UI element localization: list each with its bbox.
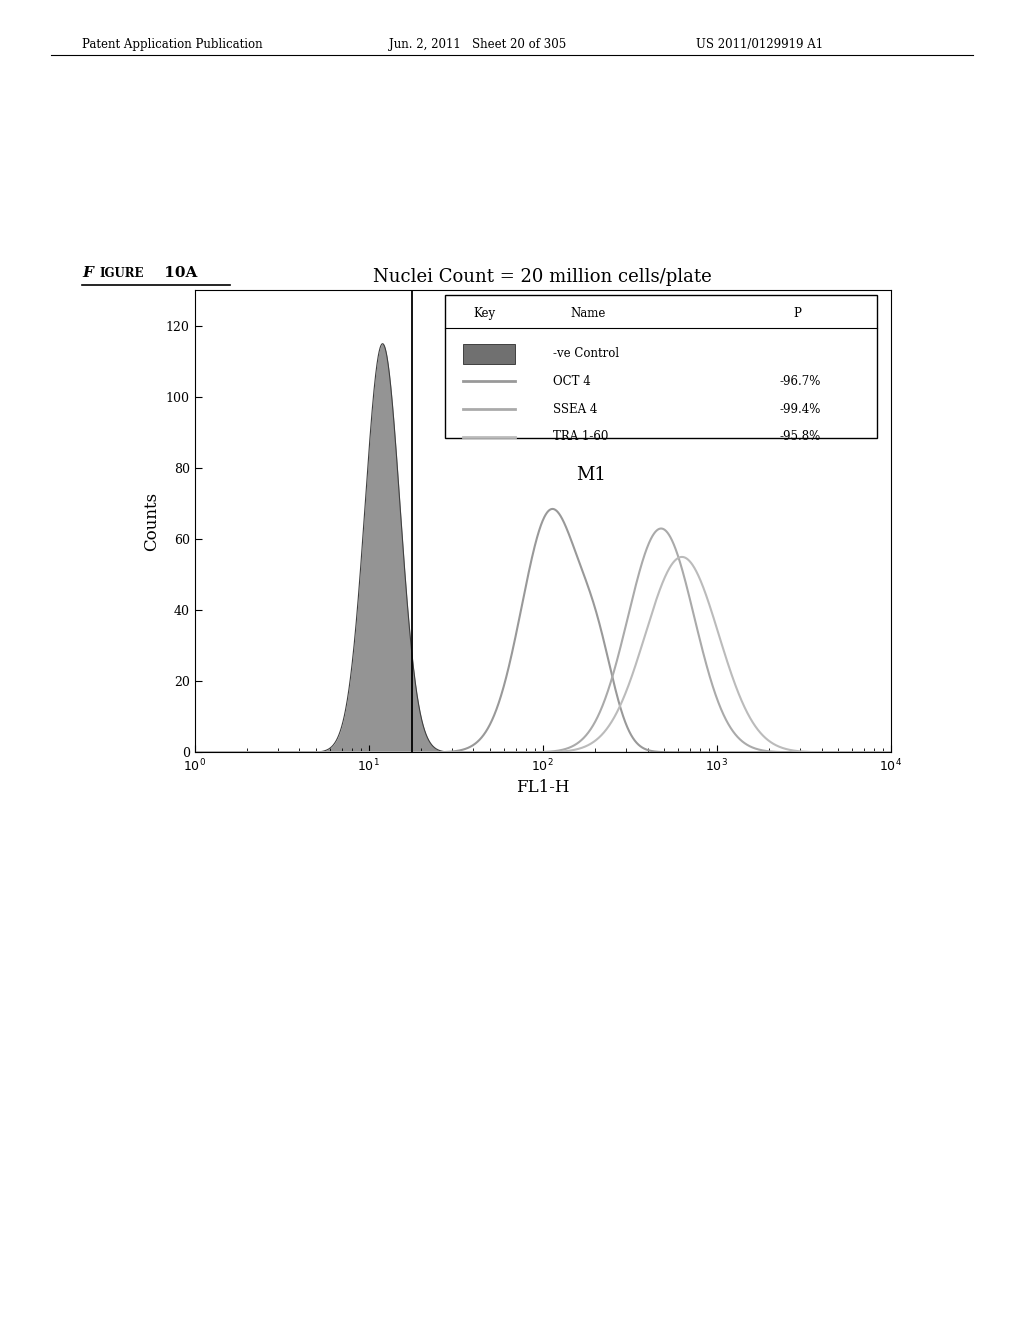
Text: IGURE: IGURE <box>99 267 143 280</box>
Text: SSEA 4: SSEA 4 <box>553 403 598 416</box>
Text: F: F <box>82 267 93 280</box>
Text: Key: Key <box>473 306 496 319</box>
Text: US 2011/0129919 A1: US 2011/0129919 A1 <box>696 37 823 50</box>
Text: TRA 1-60: TRA 1-60 <box>553 430 608 444</box>
Bar <box>463 343 515 364</box>
Text: 10A: 10A <box>159 267 197 280</box>
Text: -95.8%: -95.8% <box>779 430 820 444</box>
Text: -99.4%: -99.4% <box>779 403 821 416</box>
Text: Jun. 2, 2011   Sheet 20 of 305: Jun. 2, 2011 Sheet 20 of 305 <box>389 37 566 50</box>
Text: M1: M1 <box>577 466 606 484</box>
Text: Name: Name <box>570 306 606 319</box>
Y-axis label: Counts: Counts <box>143 492 160 550</box>
Text: OCT 4: OCT 4 <box>553 375 591 388</box>
X-axis label: FL1-H: FL1-H <box>516 779 569 796</box>
Text: -ve Control: -ve Control <box>553 347 620 360</box>
Text: -96.7%: -96.7% <box>779 375 821 388</box>
Text: Patent Application Publication: Patent Application Publication <box>82 37 262 50</box>
Title: Nuclei Count = 20 million cells/plate: Nuclei Count = 20 million cells/plate <box>374 268 712 286</box>
FancyBboxPatch shape <box>445 296 877 438</box>
Text: P: P <box>794 306 801 319</box>
